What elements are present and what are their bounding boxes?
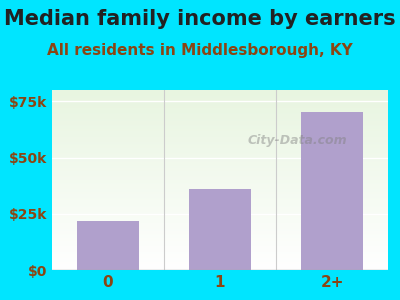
Bar: [77, 220, 139, 270]
Text: Median family income by earners: Median family income by earners: [4, 9, 396, 29]
Text: City-Data.com: City-Data.com: [248, 134, 347, 147]
Bar: [189, 189, 251, 270]
Text: All residents in Middlesborough, KY: All residents in Middlesborough, KY: [47, 44, 353, 59]
Bar: [301, 112, 363, 270]
